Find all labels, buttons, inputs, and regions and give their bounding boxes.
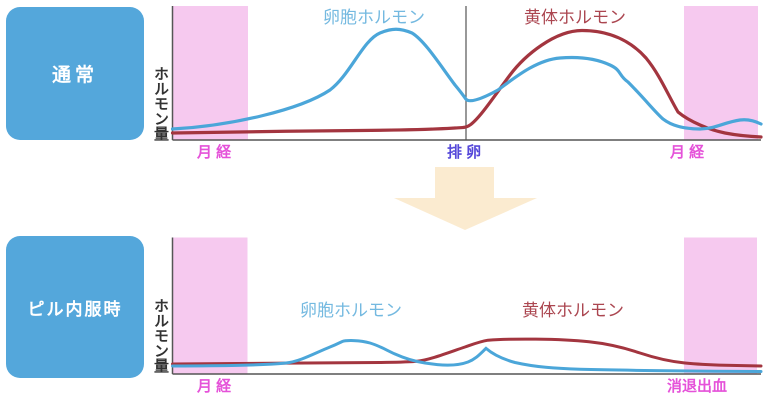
svg-text:消退出血: 消退出血 xyxy=(667,377,727,395)
svg-text:月 経: 月 経 xyxy=(196,377,232,395)
svg-text:黄体ホルモン: 黄体ホルモン xyxy=(522,301,624,320)
svg-text:卵胞ホルモン: 卵胞ホルモン xyxy=(300,301,402,320)
